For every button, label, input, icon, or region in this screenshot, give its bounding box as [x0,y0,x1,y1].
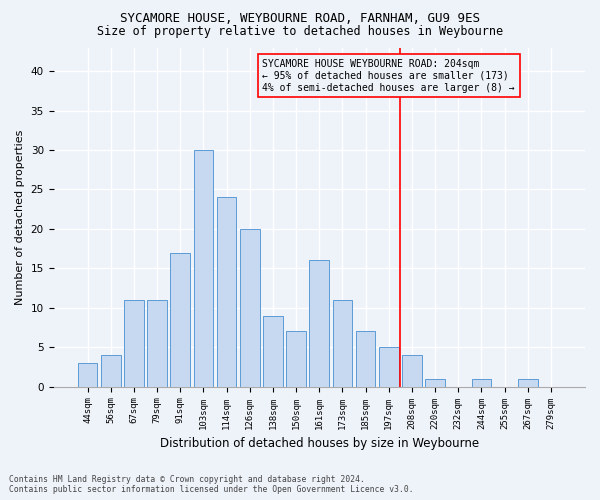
Bar [356,332,376,386]
Bar [379,348,398,387]
Bar [101,355,121,386]
Bar [332,300,352,386]
Y-axis label: Number of detached properties: Number of detached properties [15,130,25,305]
Bar [147,300,167,386]
X-axis label: Distribution of detached houses by size in Weybourne: Distribution of detached houses by size … [160,437,479,450]
Bar [170,252,190,386]
Bar [402,355,422,386]
Bar [263,316,283,386]
Text: Size of property relative to detached houses in Weybourne: Size of property relative to detached ho… [97,24,503,38]
Bar [240,229,260,386]
Bar [194,150,213,386]
Bar [472,379,491,386]
Bar [77,363,97,386]
Bar [286,332,306,386]
Bar [518,379,538,386]
Bar [310,260,329,386]
Text: SYCAMORE HOUSE WEYBOURNE ROAD: 204sqm
← 95% of detached houses are smaller (173): SYCAMORE HOUSE WEYBOURNE ROAD: 204sqm ← … [262,60,515,92]
Text: Contains HM Land Registry data © Crown copyright and database right 2024.
Contai: Contains HM Land Registry data © Crown c… [9,474,413,494]
Bar [425,379,445,386]
Bar [124,300,144,386]
Bar [217,198,236,386]
Text: SYCAMORE HOUSE, WEYBOURNE ROAD, FARNHAM, GU9 9ES: SYCAMORE HOUSE, WEYBOURNE ROAD, FARNHAM,… [120,12,480,26]
